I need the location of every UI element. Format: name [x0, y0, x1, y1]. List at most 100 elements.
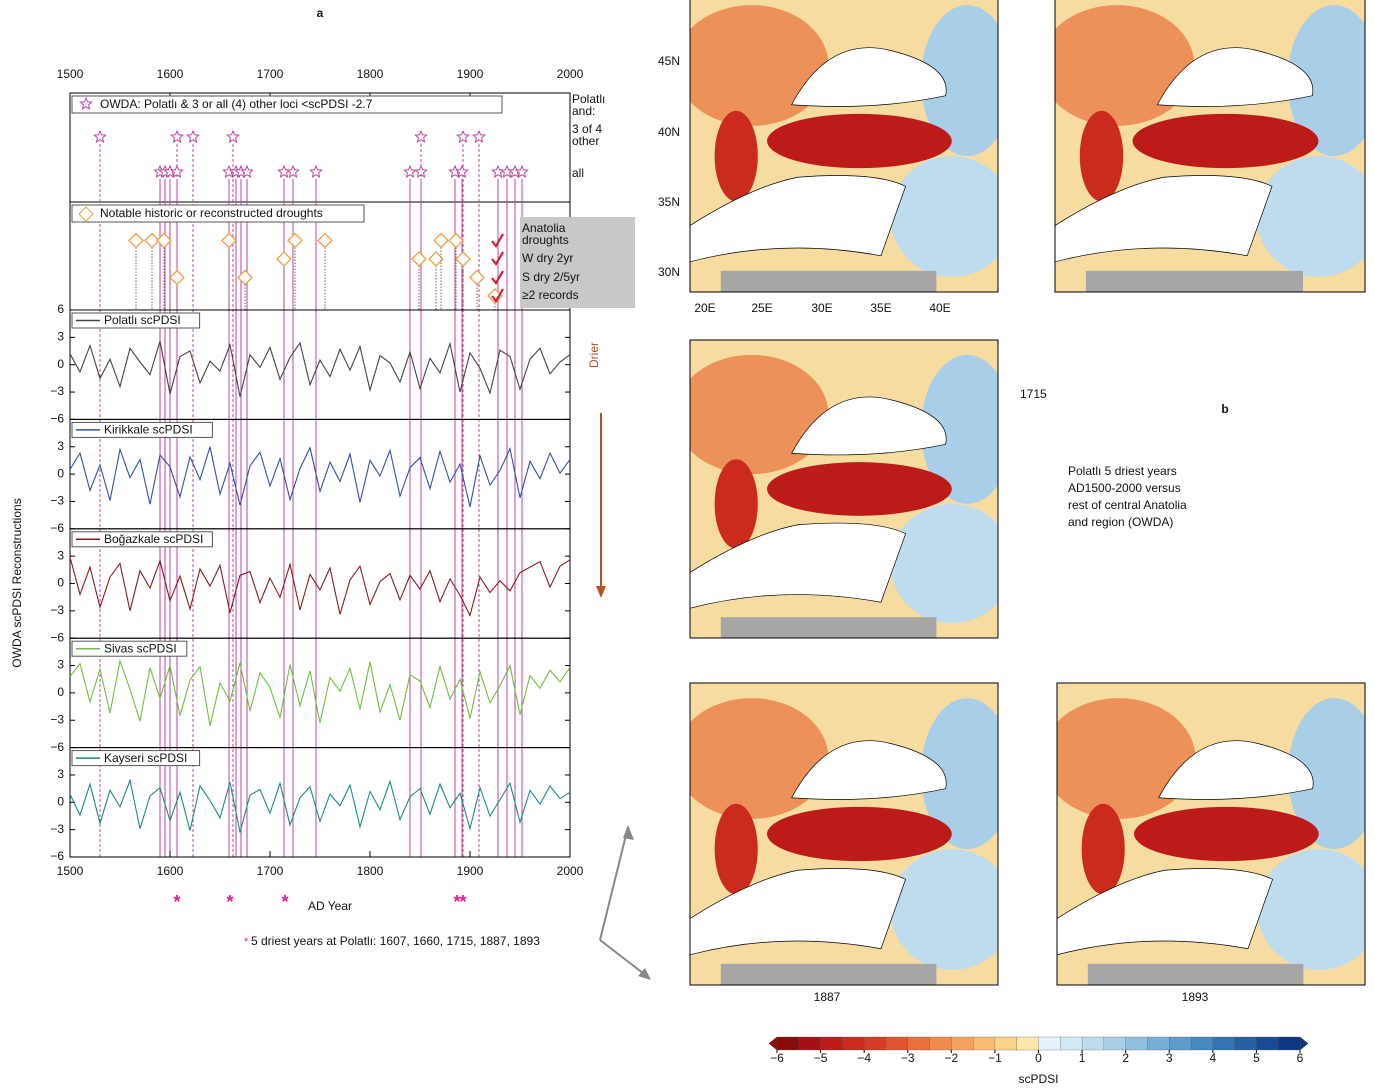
- series-line: [69, 446, 571, 508]
- x-tick-label: 1800: [357, 67, 384, 81]
- desert-mask: [720, 617, 937, 638]
- star-marker: [240, 164, 254, 178]
- driest-year-marker: *: [453, 892, 460, 912]
- driest-year-marker: *: [226, 892, 233, 912]
- y-tick-label: −3: [50, 494, 64, 508]
- star-marker: [456, 129, 470, 143]
- y-tick-label: 0: [57, 357, 64, 371]
- driest-year-marker: *: [281, 892, 288, 912]
- colorbar-swatch: [798, 1036, 822, 1051]
- legend-text: Boğazkale scPDSI: [104, 532, 203, 546]
- check-mark: [491, 233, 504, 248]
- star-marker: [491, 164, 505, 178]
- legend-box: [71, 312, 201, 329]
- series-line: [69, 556, 571, 617]
- legend-box: [71, 640, 188, 657]
- map-region: [890, 156, 998, 277]
- y-tick-label: 3: [57, 658, 64, 672]
- colorbar-tick-label: 5: [1253, 1051, 1260, 1065]
- colorbar-swatch: [1103, 1036, 1127, 1051]
- legend-box: [71, 95, 503, 114]
- colorbar-tick-label: −4: [857, 1051, 871, 1065]
- colorbar-tick-label: −3: [901, 1051, 915, 1065]
- map-body: [690, 0, 998, 292]
- map: [689, 0, 999, 293]
- colorbar-swatch: [994, 1036, 1018, 1051]
- key-text: S dry 2/5yr: [522, 270, 580, 284]
- caption: and region (OWDA): [1068, 515, 1173, 529]
- map-year: 1893: [1182, 990, 1209, 1004]
- desert-mask: [720, 270, 937, 292]
- diamond-marker: [156, 232, 172, 249]
- colorbar-tick-label: 3: [1166, 1051, 1173, 1065]
- star-marker: [186, 129, 200, 143]
- check-mark: [491, 270, 504, 285]
- star-marker: [403, 164, 417, 178]
- map-region: [1081, 803, 1125, 895]
- legend-text: Polatlı scPDSI: [104, 313, 181, 327]
- colorbar-swatch: [1169, 1036, 1192, 1051]
- y-tick-label: 0: [57, 466, 64, 480]
- colorbar-swatch: [907, 1036, 930, 1051]
- colorbar-swatch: [842, 1036, 865, 1051]
- key-text: droughts: [522, 233, 569, 247]
- y-tick-label: 3: [57, 767, 64, 781]
- y-tick-label: −3: [50, 603, 64, 617]
- drier-arrowhead: [596, 586, 606, 598]
- footnote-marker: *: [244, 936, 249, 948]
- star-marker: [414, 129, 428, 143]
- map-body: [1055, 0, 1365, 292]
- colorbar-end: [1299, 1036, 1309, 1051]
- map-region: [1257, 849, 1365, 970]
- map-frame: [689, 0, 999, 293]
- star-marker: [170, 164, 184, 178]
- y-tick-label: −6: [50, 630, 64, 644]
- diamond-marker: [317, 232, 333, 249]
- colorbar-swatch: [885, 1036, 909, 1051]
- colorbar-swatch: [972, 1036, 996, 1051]
- map-frame: [1056, 682, 1366, 986]
- star-marker: [455, 164, 469, 178]
- diamond-marker: [144, 232, 160, 249]
- colorbar-swatch: [1038, 1036, 1061, 1051]
- black-sea: [791, 396, 947, 456]
- key-text: Anatolia: [522, 221, 566, 235]
- map: [1056, 682, 1366, 986]
- map-region: [890, 849, 998, 970]
- panel-label: b: [1221, 402, 1228, 416]
- colorbar-tick-label: −1: [988, 1051, 1002, 1065]
- colorbar-swatch: [776, 1036, 800, 1051]
- map-region: [714, 803, 758, 895]
- map-region: [1287, 5, 1365, 157]
- row-label: Polatlı: [572, 92, 605, 106]
- legend-text: Kayseri scPDSI: [104, 751, 187, 765]
- pointer-arrow: [599, 826, 629, 941]
- x-tick-label: 1600: [157, 67, 184, 81]
- y-tick-label: 0: [57, 794, 64, 808]
- diamond-marker: [237, 269, 253, 286]
- x-axis-label: AD Year: [308, 899, 352, 913]
- colorbar-tick-label: 2: [1122, 1051, 1129, 1065]
- legend-text: OWDA: Polatlı & 3 or all (4) other loci …: [100, 97, 373, 111]
- colorbar-swatch: [1125, 1036, 1148, 1051]
- black-sea: [1156, 47, 1314, 107]
- desert-mask: [1086, 270, 1303, 292]
- colorbar-label: scPDSI: [1018, 1072, 1058, 1086]
- map-region: [767, 113, 952, 169]
- star-marker: [472, 129, 486, 143]
- colorbar-swatch: [1190, 1036, 1214, 1051]
- colorbar-swatch: [1256, 1036, 1279, 1051]
- star-marker: [226, 129, 240, 143]
- map-region: [714, 110, 758, 202]
- pointer-arrow: [599, 939, 649, 978]
- colorbar-swatch: [1060, 1036, 1083, 1051]
- map: [689, 682, 999, 986]
- series-line: [69, 340, 571, 397]
- colorbar-tick-label: −6: [770, 1051, 784, 1065]
- diamond-marker: [128, 232, 144, 249]
- lat-label: 40N: [658, 125, 680, 139]
- x-tick-label: 2000: [557, 67, 584, 81]
- lon-label: 40E: [929, 301, 950, 315]
- map-region: [690, 698, 829, 819]
